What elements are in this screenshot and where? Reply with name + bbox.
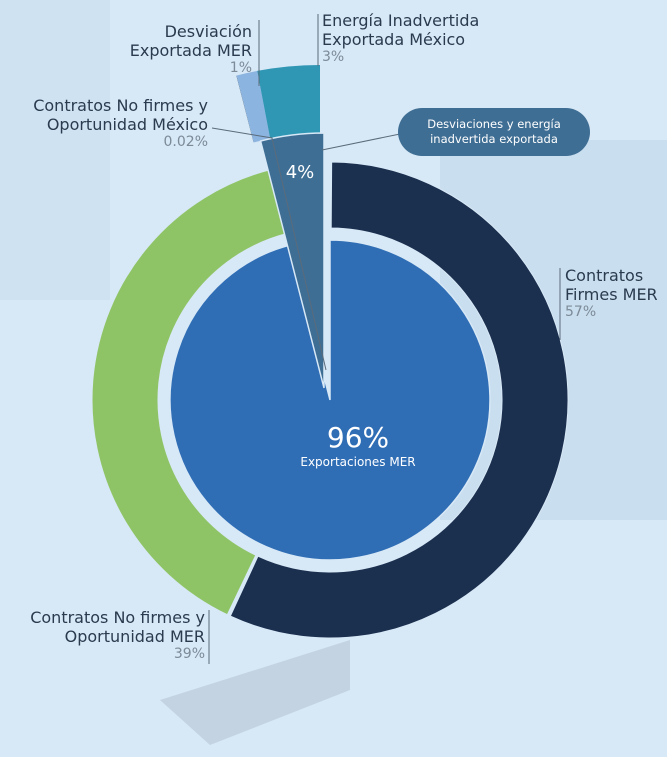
leader-line	[211, 127, 327, 371]
segment-value: 3%	[322, 49, 345, 65]
leader-line	[321, 133, 401, 151]
segment-name: Desviación Exportada MER	[129, 22, 252, 60]
ring-segment	[91, 169, 287, 616]
segment-value: 39%	[173, 646, 205, 662]
ring-segment	[236, 70, 271, 143]
segment-label: Contratos No firmes y Oportunidad MER 39%	[5, 608, 205, 663]
callout: Desviaciones y energía inadvertida expor…	[398, 108, 590, 156]
segment-label: Energía Inadvertida Exportada México 3%	[322, 11, 522, 66]
ring-segment	[257, 65, 320, 139]
segment-name: Contratos No firmes y Oportunidad MER	[30, 608, 205, 646]
ring-segment	[236, 75, 254, 143]
ring-segment	[229, 161, 569, 639]
pie-slice	[259, 132, 325, 389]
center-name: Exportaciones MER	[300, 455, 416, 469]
pie-slice	[169, 239, 491, 561]
slice-label: 4%	[285, 162, 315, 183]
segment-name: Contratos No firmes y Oportunidad México	[33, 96, 208, 134]
segment-value: 0.02%	[163, 134, 208, 150]
segment-name: Energía Inadvertida Exportada México	[322, 11, 480, 49]
segment-label: Contratos Firmes MER 57%	[565, 266, 665, 321]
bg-shape	[0, 0, 110, 300]
segment-label: Desviación Exportada MER 1%	[100, 22, 252, 77]
segment-name: Contratos Firmes MER	[565, 266, 658, 304]
center-value: 96%	[326, 421, 390, 454]
segment-value: 57%	[565, 304, 597, 320]
center-label: 96% Exportaciones MER	[258, 422, 458, 470]
segment-label: Contratos No firmes y Oportunidad México…	[0, 96, 208, 151]
bg-shape	[160, 640, 350, 745]
segment-value: 1%	[229, 60, 252, 76]
